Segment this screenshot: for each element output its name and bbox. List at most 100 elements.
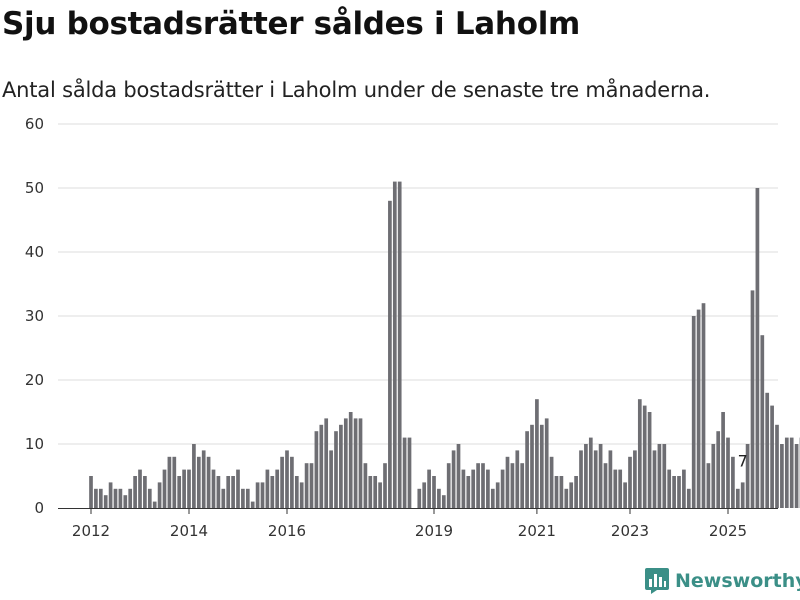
bar (270, 476, 275, 508)
bars (89, 181, 800, 509)
bar (490, 488, 495, 508)
bar (495, 482, 500, 508)
bar (731, 456, 735, 508)
bar (182, 469, 186, 508)
bar (123, 495, 128, 508)
bar (446, 463, 451, 508)
bar (574, 476, 578, 508)
bar (324, 418, 329, 508)
bar (334, 431, 338, 508)
bar (535, 399, 539, 508)
x-tick-label: 2012 (72, 522, 110, 540)
bar (789, 437, 794, 508)
bar (765, 392, 770, 508)
bar (745, 444, 750, 508)
bar (505, 456, 510, 508)
bar (647, 412, 652, 508)
bar (275, 469, 280, 508)
bar (388, 200, 392, 509)
bar (603, 463, 608, 508)
bar (236, 469, 240, 508)
bar (471, 469, 476, 508)
bar (348, 412, 353, 508)
bar (108, 482, 113, 508)
bar (133, 476, 137, 508)
bar (530, 424, 534, 508)
bar (642, 405, 647, 508)
bar (780, 444, 784, 508)
bar (363, 463, 368, 508)
bar (672, 476, 676, 508)
bar (775, 424, 779, 508)
bar (422, 482, 427, 508)
bar (486, 469, 490, 508)
bar (221, 488, 226, 508)
bar (250, 501, 255, 508)
bar (554, 476, 559, 508)
bar (677, 476, 681, 508)
bar (280, 456, 284, 508)
annotations: 7 (738, 451, 748, 470)
bar (628, 456, 632, 508)
bar (211, 469, 216, 508)
bar (392, 181, 397, 508)
bar (691, 316, 696, 508)
bar (711, 444, 716, 508)
bar (118, 488, 123, 508)
bar (309, 463, 314, 508)
bar (716, 431, 721, 508)
bar (770, 405, 774, 508)
bar (98, 488, 103, 508)
bar (314, 431, 319, 508)
bar (569, 482, 574, 508)
bar (329, 450, 333, 508)
chart-subtitle: Antal sålda bostadsrätter i Laholm under… (2, 78, 711, 102)
bar (304, 463, 309, 508)
y-tick-label: 50 (25, 179, 44, 197)
bar (549, 456, 554, 508)
x-axis: 2012 2014 2016 2019 2021 2023 2025 (58, 508, 778, 540)
last-value-label: 7 (738, 451, 748, 470)
y-tick-label: 60 (25, 115, 44, 133)
bar (241, 488, 245, 508)
bar (353, 418, 358, 508)
bar (402, 437, 407, 508)
x-tick-label: 2014 (170, 522, 208, 540)
bar (500, 469, 505, 508)
bar (113, 488, 118, 508)
bar (608, 450, 613, 508)
bar (579, 450, 583, 508)
bar (750, 290, 755, 508)
bar (740, 482, 745, 508)
bar (544, 418, 549, 508)
bar (187, 469, 191, 508)
bar (510, 463, 515, 508)
x-tick-label: 2016 (268, 522, 306, 540)
y-tick-label: 30 (25, 307, 44, 325)
bar-chart-logo-icon (645, 568, 669, 594)
bar (515, 450, 520, 508)
y-tick-label: 10 (25, 435, 44, 453)
chart-title: Sju bostadsrätter såldes i Laholm (2, 6, 581, 42)
bar (701, 303, 706, 508)
bar (216, 476, 221, 508)
bar (89, 476, 93, 508)
bar (564, 488, 569, 508)
bar (476, 463, 480, 508)
bar (706, 463, 711, 508)
bar (368, 476, 373, 508)
bar (427, 469, 431, 508)
bar (613, 469, 618, 508)
bar (167, 456, 172, 508)
bar (143, 476, 147, 508)
bar (539, 424, 544, 508)
bar (437, 488, 441, 508)
bar (735, 488, 740, 508)
bar (290, 456, 294, 508)
bar (657, 444, 662, 508)
bar (593, 450, 598, 508)
bar (265, 469, 270, 508)
bar (172, 456, 177, 508)
bar (755, 188, 760, 508)
